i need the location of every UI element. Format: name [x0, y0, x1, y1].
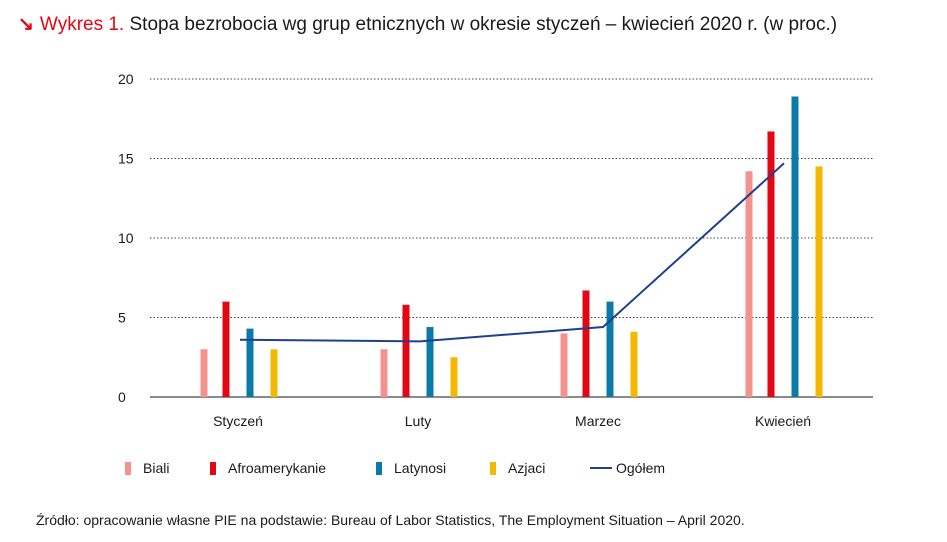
chart-area: 0 5 10 15 20 Styczeń Luty Marzec Kwiecień Biali Af…: [118, 71, 873, 476]
bar-latynosi: [791, 96, 799, 398]
y-tick-label: 0: [118, 389, 126, 405]
source-note: Źródło: opracowanie własne PIE na podsta…: [36, 512, 745, 528]
y-tick-label: 20: [118, 71, 134, 87]
legend-label: Latynosi: [394, 460, 446, 476]
bar-azjaci: [270, 349, 278, 397]
legend-swatch-biali: [125, 462, 131, 475]
bar-afroamerykanie: [402, 304, 410, 397]
x-tick-label: Kwiecień: [755, 413, 811, 429]
bar-latynosi: [246, 328, 254, 397]
x-tick-label: Luty: [405, 413, 431, 429]
bar-afroamerykanie: [582, 290, 590, 397]
chart-title: ↘ Wykres 1. Stopa bezrobocia wg grup etni…: [18, 13, 837, 36]
line-ogolem: [239, 162, 785, 343]
legend-label: Ogółem: [616, 460, 665, 476]
bar-azjaci: [450, 357, 458, 397]
legend-swatch-azjaci: [490, 462, 496, 475]
bar-latynosi: [606, 301, 614, 397]
bar-azjaci: [815, 166, 823, 397]
legend-label: Azjaci: [508, 460, 545, 476]
bar-afroamerykanie: [767, 131, 775, 397]
bar-afroamerykanie: [222, 301, 230, 397]
legend-label: Afroamerykanie: [228, 460, 326, 476]
chart-label: Wykres 1.: [39, 14, 125, 35]
bar-biali: [380, 349, 388, 397]
legend-swatch-afroamerykanie: [210, 462, 216, 475]
bar-latynosi: [426, 327, 434, 397]
y-tick-label: 10: [118, 230, 134, 246]
y-tick-label: 5: [118, 310, 126, 326]
bar-azjaci: [630, 331, 638, 397]
bar-biali: [200, 349, 208, 397]
bar-biali: [560, 333, 568, 397]
legend-label: Biali: [143, 460, 169, 476]
x-tick-label: Marzec: [575, 413, 621, 429]
arrow-icon: ↘: [18, 14, 34, 35]
bar-biali: [745, 171, 753, 397]
x-tick-label: Styczeń: [213, 413, 263, 429]
legend-swatch-latynosi: [376, 462, 382, 475]
chart-title-text: Stopa bezrobocia wg grup etnicznych w ok…: [129, 14, 838, 35]
y-tick-label: 15: [118, 151, 134, 167]
